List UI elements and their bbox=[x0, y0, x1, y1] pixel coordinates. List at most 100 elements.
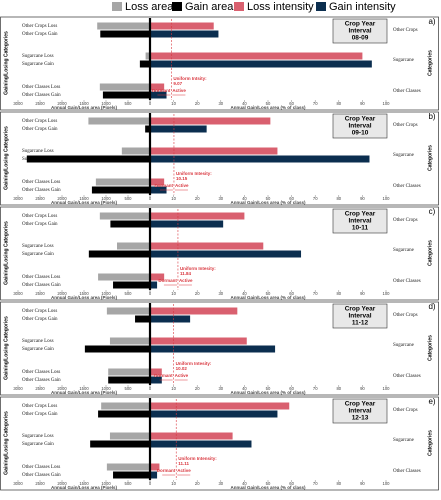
category-label: Other Classes Loss bbox=[22, 465, 60, 470]
bar bbox=[150, 22, 214, 30]
x2-tick-label: 70 bbox=[313, 386, 318, 391]
x2-tick-label: 20 bbox=[195, 196, 200, 201]
x2-tick-label: 40 bbox=[242, 481, 247, 486]
category-label: Other Crops Loss bbox=[22, 404, 57, 409]
x2-tick-label: 40 bbox=[242, 386, 247, 391]
bar bbox=[109, 337, 150, 345]
category-label: Sugarcane Loss bbox=[22, 339, 54, 344]
uniform-value: 10.15 bbox=[176, 176, 188, 181]
bar bbox=[150, 410, 278, 418]
bar bbox=[150, 242, 264, 250]
uniform-value: 11.84 bbox=[180, 271, 192, 276]
group-label: Sugarcane bbox=[393, 58, 415, 63]
x-tick-label: 500 bbox=[125, 196, 133, 201]
x2-tick-label: 80 bbox=[336, 386, 341, 391]
bar bbox=[150, 345, 276, 353]
bar bbox=[88, 250, 150, 258]
bar bbox=[108, 368, 150, 376]
group-label: Other Classes bbox=[393, 89, 421, 94]
x2-tick-label: 20 bbox=[195, 386, 200, 391]
group-label: Other Classes bbox=[393, 279, 421, 284]
x2-tick-label: 60 bbox=[289, 291, 294, 296]
x2-tick-label: 90 bbox=[360, 386, 365, 391]
category-label: Other Crops Loss bbox=[22, 214, 57, 219]
uniform-value: 11.11 bbox=[178, 461, 189, 466]
interval-period: 09-10 bbox=[352, 130, 369, 137]
x2-tick-label: 100 bbox=[383, 196, 391, 201]
bar bbox=[88, 117, 150, 125]
bar bbox=[113, 471, 150, 479]
x2-tick-label: 40 bbox=[242, 291, 247, 296]
group-label: Other Classes bbox=[393, 469, 421, 474]
active-label: Active bbox=[179, 278, 193, 283]
x-axis-title: Annual Gain/Loss area (Pixels) bbox=[51, 295, 118, 300]
bar bbox=[150, 440, 252, 448]
category-label: Other Classes Gain bbox=[22, 93, 61, 98]
interval-subtitle: Interval bbox=[348, 408, 371, 415]
x-axis-title: Annual Gain/Loss area (Pixels) bbox=[51, 105, 118, 110]
x2-axis-title: Annual Gain/Loss area (% of class) bbox=[230, 295, 306, 300]
bar bbox=[150, 52, 363, 60]
category-label: Other Crops Gain bbox=[22, 222, 58, 227]
bar bbox=[91, 186, 150, 194]
bar bbox=[95, 178, 150, 186]
interval-title: Crop Year bbox=[345, 306, 376, 313]
bar bbox=[106, 463, 150, 471]
category-label: Sugarcane Gain bbox=[22, 442, 54, 447]
x-tick-label: 0 bbox=[149, 101, 152, 106]
x-tick-label: 2500 bbox=[35, 196, 45, 201]
panel-label: a) bbox=[428, 17, 435, 26]
x2-tick-label: 100 bbox=[383, 386, 391, 391]
x-tick-label: 2000 bbox=[57, 386, 67, 391]
x-tick-label: 2000 bbox=[57, 481, 67, 486]
x-tick-label: 3000 bbox=[13, 101, 23, 106]
legend-label: Loss intensity bbox=[247, 1, 314, 13]
x2-tick-label: 50 bbox=[266, 291, 271, 296]
interval-box bbox=[332, 303, 388, 329]
x2-tick-label: 10 bbox=[171, 386, 176, 391]
bar bbox=[26, 155, 150, 163]
interval-box bbox=[332, 18, 388, 44]
x-tick-label: 2500 bbox=[35, 291, 45, 296]
x2-tick-label: 80 bbox=[336, 291, 341, 296]
bar bbox=[150, 250, 302, 258]
x2-tick-label: 70 bbox=[313, 291, 318, 296]
interval-period: 10-11 bbox=[352, 225, 369, 232]
bar bbox=[121, 147, 150, 155]
bar bbox=[150, 376, 162, 384]
legend-label: Gain intensity bbox=[329, 1, 396, 13]
x2-axis-title: Annual Gain/Loss area (% of class) bbox=[230, 105, 306, 110]
legend-swatch bbox=[234, 2, 244, 11]
category-label: Sugarcane Loss bbox=[22, 54, 54, 59]
x2-tick-label: 100 bbox=[383, 101, 391, 106]
panel-label: c) bbox=[429, 207, 436, 216]
bar bbox=[150, 432, 233, 440]
x-tick-label: 0 bbox=[149, 196, 152, 201]
interval-title: Crop Year bbox=[345, 116, 376, 123]
category-label: Other Classes Gain bbox=[22, 378, 61, 383]
x-tick-label: 2000 bbox=[57, 196, 67, 201]
legend-label: Loss area bbox=[125, 1, 174, 13]
x2-tick-label: 10 bbox=[171, 196, 176, 201]
right-axis-title: Categories bbox=[427, 145, 433, 171]
interval-period: 12-13 bbox=[352, 415, 369, 422]
category-label: Other Classes Loss bbox=[22, 275, 60, 280]
bar bbox=[150, 147, 278, 155]
x2-tick-label: 70 bbox=[313, 196, 318, 201]
x-tick-label: 0 bbox=[149, 481, 152, 486]
x-tick-label: 3000 bbox=[13, 196, 23, 201]
x2-axis-title: Annual Gain/Loss area (% of class) bbox=[230, 200, 306, 205]
bar bbox=[150, 402, 290, 410]
x2-tick-label: 90 bbox=[360, 481, 365, 486]
category-label: Other Classes Loss bbox=[22, 85, 60, 90]
panel-label: e) bbox=[428, 397, 435, 406]
x2-tick-label: 30 bbox=[218, 481, 223, 486]
right-axis-title: Categories bbox=[427, 50, 433, 76]
x-axis-title: Annual Gain/Loss area (Pixels) bbox=[51, 200, 118, 205]
bar bbox=[110, 220, 150, 228]
category-label: Other Classes Loss bbox=[22, 180, 60, 185]
bar bbox=[106, 307, 150, 315]
bar bbox=[150, 463, 160, 471]
y-axis-title: Gaining/Losing Categories bbox=[3, 221, 9, 285]
x2-tick-label: 20 bbox=[195, 101, 200, 106]
